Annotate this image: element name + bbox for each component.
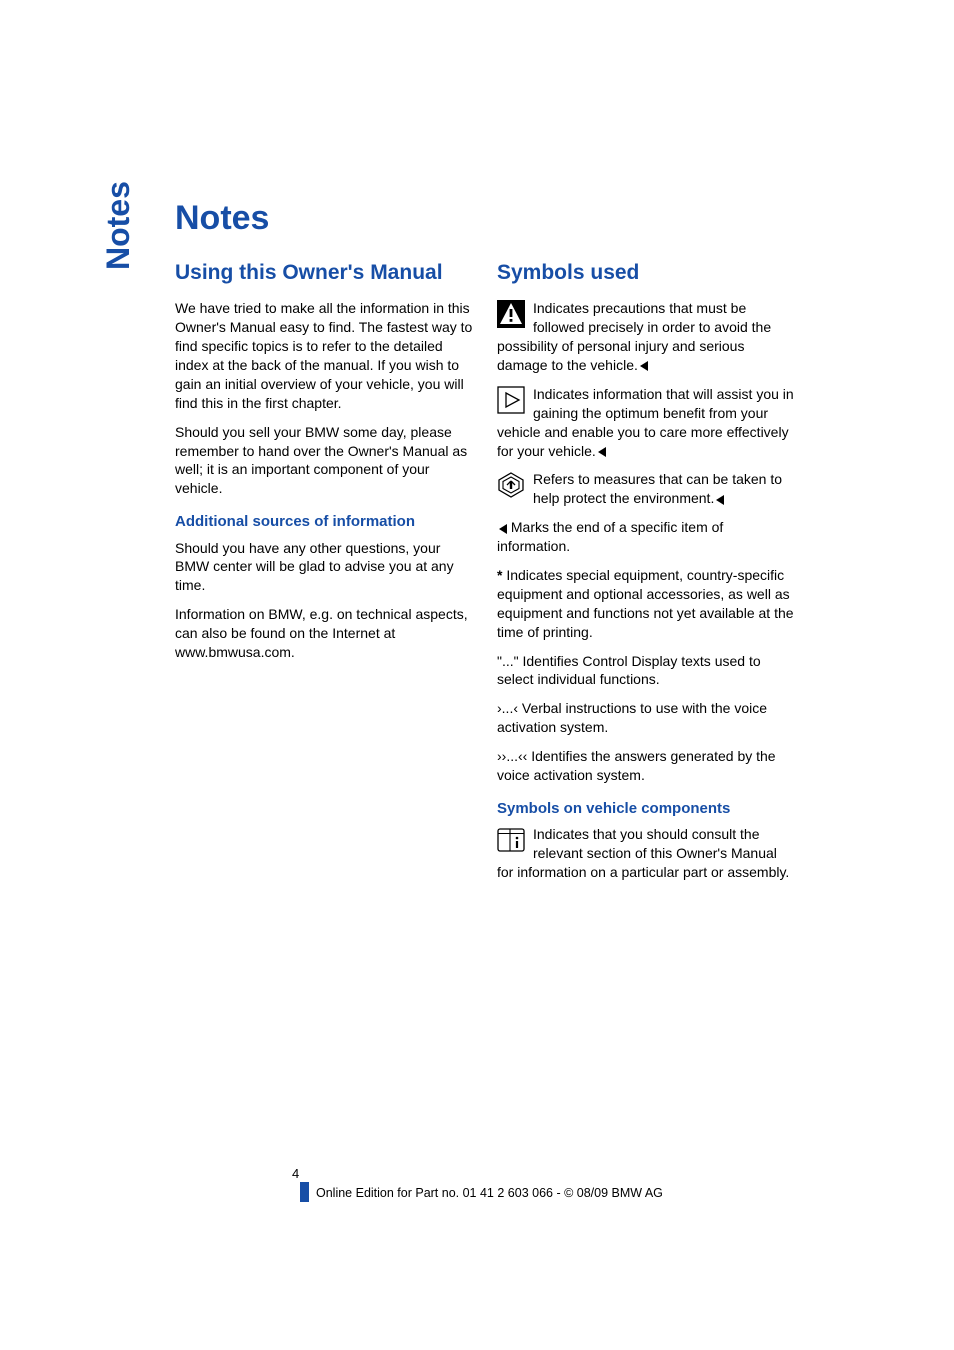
symbol-item-info: Indicates that you should consult the re… (497, 825, 795, 882)
symbol-item-tip: Indicates information that will assist y… (497, 385, 795, 461)
symbol-item-star: * Indicates special equipment, country-s… (497, 566, 795, 642)
page-bar (300, 1182, 309, 1202)
end-marker-icon (716, 495, 724, 505)
symbol-item-voice-answers: ››...‹‹ Identifies the answers generated… (497, 747, 795, 785)
symbol-item-quotes: "..." Identifies Control Display texts u… (497, 652, 795, 690)
para: We have tried to make all the informatio… (175, 299, 473, 412)
symbol-text: Indicates information that will assist y… (497, 386, 794, 459)
symbol-text: Marks the end of a specific item of info… (497, 519, 723, 554)
tip-icon (497, 386, 525, 414)
warning-icon (497, 300, 525, 328)
main-title: Notes (175, 199, 269, 238)
left-column: Using this Owner's Manual We have tried … (175, 255, 473, 892)
symbol-text: Refers to measures that can be taken to … (533, 471, 782, 506)
para: Should you sell your BMW some day, pleas… (175, 423, 473, 499)
subheading-vehicle-components: Symbols on vehicle components (497, 799, 795, 819)
right-column: Symbols used Indicates precautions that … (497, 255, 795, 892)
environment-icon (497, 471, 525, 499)
end-marker-icon (499, 524, 507, 534)
end-marker-icon (640, 361, 648, 371)
para: Should you have any other questions, you… (175, 539, 473, 596)
side-label: Notes (100, 181, 137, 270)
subheading-additional-sources: Additional sources of information (175, 512, 473, 532)
page-number: 4 (292, 1166, 299, 1181)
symbol-item-voice-instructions: ›...‹ Verbal instructions to use with th… (497, 699, 795, 737)
symbol-item-warning: Indicates precautions that must be follo… (497, 299, 795, 375)
section-heading-symbols: Symbols used (497, 259, 795, 287)
info-icon (497, 826, 525, 854)
symbol-item-end-marker: Marks the end of a specific item of info… (497, 518, 795, 556)
end-marker-icon (598, 447, 606, 457)
section-heading-using: Using this Owner's Manual (175, 259, 473, 287)
page: Notes Notes Using this Owner's Manual We… (0, 0, 954, 1350)
symbol-item-environment: Refers to measures that can be taken to … (497, 470, 795, 508)
content: Using this Owner's Manual We have tried … (175, 255, 795, 892)
symbol-text: Indicates precautions that must be follo… (497, 300, 771, 373)
symbol-text: Indicates special equipment, country-spe… (497, 567, 794, 640)
para: Information on BMW, e.g. on technical as… (175, 605, 473, 662)
symbol-text: Indicates that you should consult the re… (497, 826, 789, 880)
footer-text: Online Edition for Part no. 01 41 2 603 … (316, 1186, 663, 1200)
